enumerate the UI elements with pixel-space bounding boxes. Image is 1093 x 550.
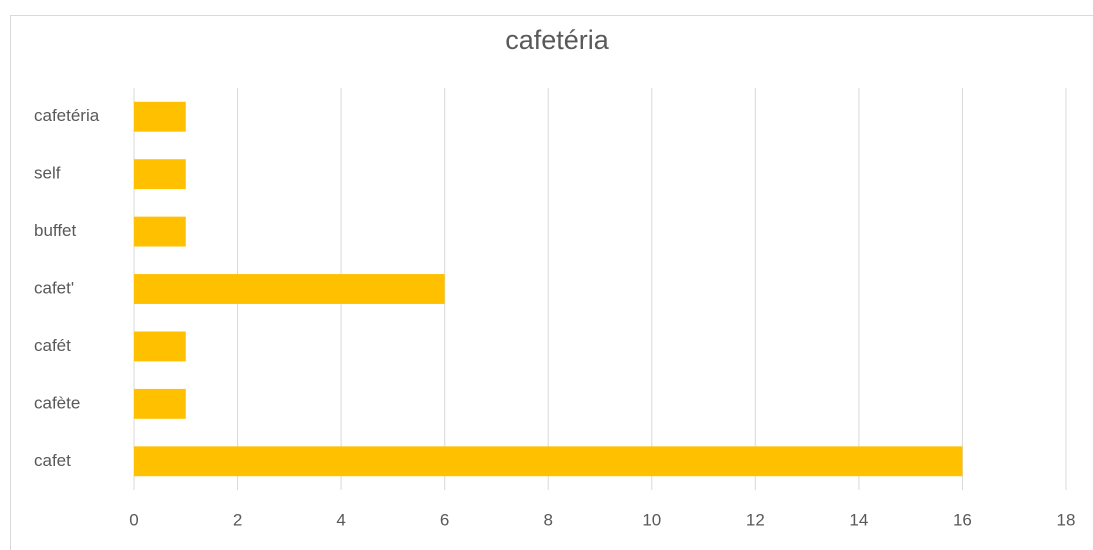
y-tick-label: cafet xyxy=(34,451,71,470)
y-tick-label: cafet' xyxy=(34,278,74,297)
bar xyxy=(134,159,186,190)
x-tick-label: 8 xyxy=(543,510,552,529)
y-tick-label: buffet xyxy=(34,221,77,240)
x-tick-label: 18 xyxy=(1057,510,1076,529)
x-tick-label: 10 xyxy=(642,510,661,529)
y-tick-label: cafète xyxy=(34,393,80,412)
bar xyxy=(134,216,186,247)
x-tick-label: 14 xyxy=(849,510,868,529)
x-tick-label: 16 xyxy=(953,510,972,529)
x-tick-label: 12 xyxy=(746,510,765,529)
y-tick-label: cafetéria xyxy=(34,106,100,125)
y-tick-label: cafét xyxy=(34,336,71,355)
x-tick-label: 4 xyxy=(336,510,345,529)
x-tick-label: 6 xyxy=(440,510,449,529)
y-tick-label: self xyxy=(34,164,61,183)
bar xyxy=(134,446,963,477)
chart-title: cafetéria xyxy=(505,25,610,55)
bar xyxy=(134,331,186,362)
x-tick-label: 2 xyxy=(233,510,242,529)
bar xyxy=(134,274,445,304)
x-tick-label: 0 xyxy=(129,510,138,529)
bar xyxy=(134,101,186,132)
bar xyxy=(134,388,186,419)
